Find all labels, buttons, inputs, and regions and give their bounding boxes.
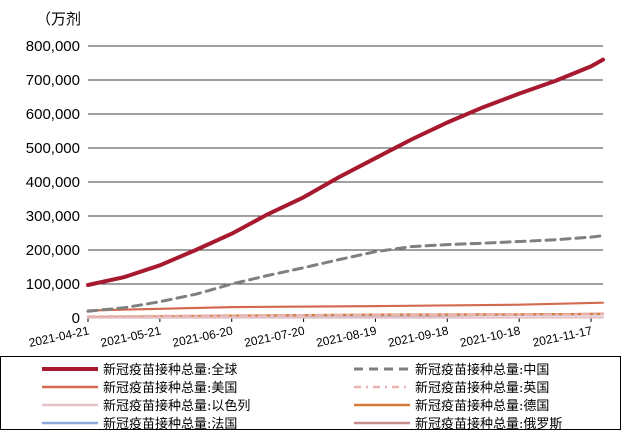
series-line	[86, 57, 605, 287]
x-tick-label: 2021-11-17	[531, 323, 593, 349]
legend-label: 新冠疫苗接种总量:全球	[103, 362, 237, 378]
series-line	[86, 301, 605, 312]
legend-label: 新冠疫苗接种总量:以色列	[103, 398, 250, 414]
x-tick-label: 2021-10-18	[459, 323, 522, 350]
y-tick-label: 200,000	[26, 242, 80, 259]
x-axis-tick-labels: 2021-04-21 2021-05-21 2021-06-20 2021-07-20…	[27, 323, 593, 350]
legend-label: 新冠疫苗接种总量:俄罗斯	[415, 416, 562, 430]
legend-label: 新冠疫苗接种总量:德国	[415, 398, 549, 414]
series-line	[86, 234, 605, 313]
series-line	[86, 313, 605, 318]
x-tick-label: 2021-08-19	[315, 323, 378, 350]
legend-label: 新冠疫苗接种总量:英国	[415, 380, 549, 396]
legend-label: 新冠疫苗接种总量:美国	[103, 380, 237, 396]
series-lines	[86, 57, 605, 319]
x-tick-label: 2021-06-20	[171, 323, 234, 350]
y-tick-label: 300,000	[26, 208, 80, 225]
x-tick-label: 2021-09-18	[387, 323, 450, 350]
legend-label: 新冠疫苗接种总量:法国	[103, 416, 237, 430]
x-tick-label: 2021-07-20	[243, 323, 306, 350]
y-tick-label: 700,000	[26, 72, 80, 89]
legend-label: 新冠疫苗接种总量:中国	[415, 362, 549, 378]
y-tick-label: 0	[72, 310, 80, 327]
y-axis-tick-labels: 0 100,000 200,000 300,000 400,000 500,000 600,…	[26, 38, 80, 327]
y-tick-label: 400,000	[26, 174, 80, 191]
y-unit-label: （万剂	[36, 10, 81, 28]
x-tick-label: 2021-04-21	[27, 323, 90, 350]
y-tick-label: 600,000	[26, 106, 80, 123]
y-tick-label: 800,000	[26, 38, 80, 55]
y-tick-label: 500,000	[26, 140, 80, 157]
x-tick-label: 2021-05-21	[99, 323, 162, 350]
y-tick-label: 100,000	[26, 276, 80, 293]
gridlines	[88, 45, 603, 285]
